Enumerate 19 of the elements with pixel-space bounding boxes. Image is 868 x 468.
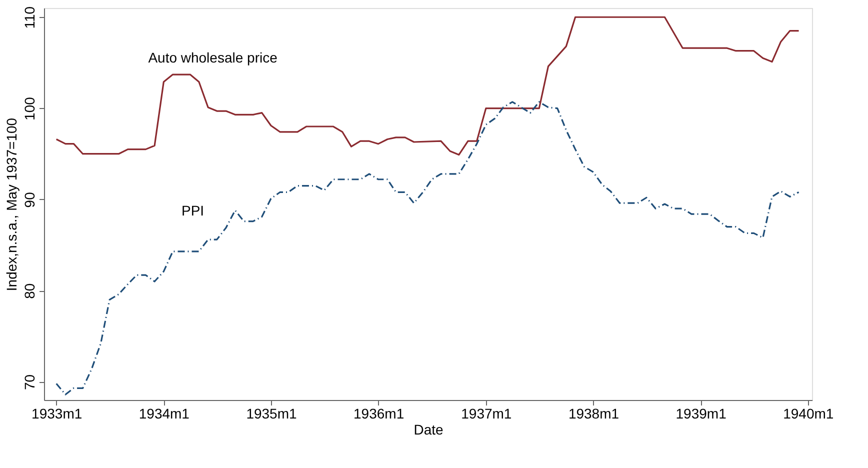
- x-tick-label: 1938m1: [568, 406, 620, 422]
- x-tick-label: 1939m1: [676, 406, 727, 422]
- x-tick-label: 1934m1: [138, 406, 190, 422]
- y-tick-label: 100: [22, 96, 38, 120]
- y-axis-title: Index,n.s.a., May 1937=100: [4, 118, 20, 292]
- x-tick-label: 1937m1: [461, 406, 512, 422]
- x-tick-label: 1940m1: [783, 406, 834, 422]
- line-series: [56, 101, 800, 396]
- y-tick-label: 110: [22, 6, 38, 29]
- x-tick-label: 1933m1: [32, 406, 82, 422]
- line-series: [56, 16, 800, 156]
- series-label: PPI: [181, 202, 204, 218]
- series-label: Auto wholesale price: [148, 50, 278, 66]
- x-tick-label: 1936m1: [354, 406, 404, 422]
- y-tick-label: 80: [22, 283, 38, 299]
- y-tick-label: 70: [22, 374, 38, 390]
- y-tick-label: 90: [22, 192, 38, 208]
- x-axis-title: Date: [414, 422, 444, 438]
- x-tick-label: 1935m1: [246, 406, 297, 422]
